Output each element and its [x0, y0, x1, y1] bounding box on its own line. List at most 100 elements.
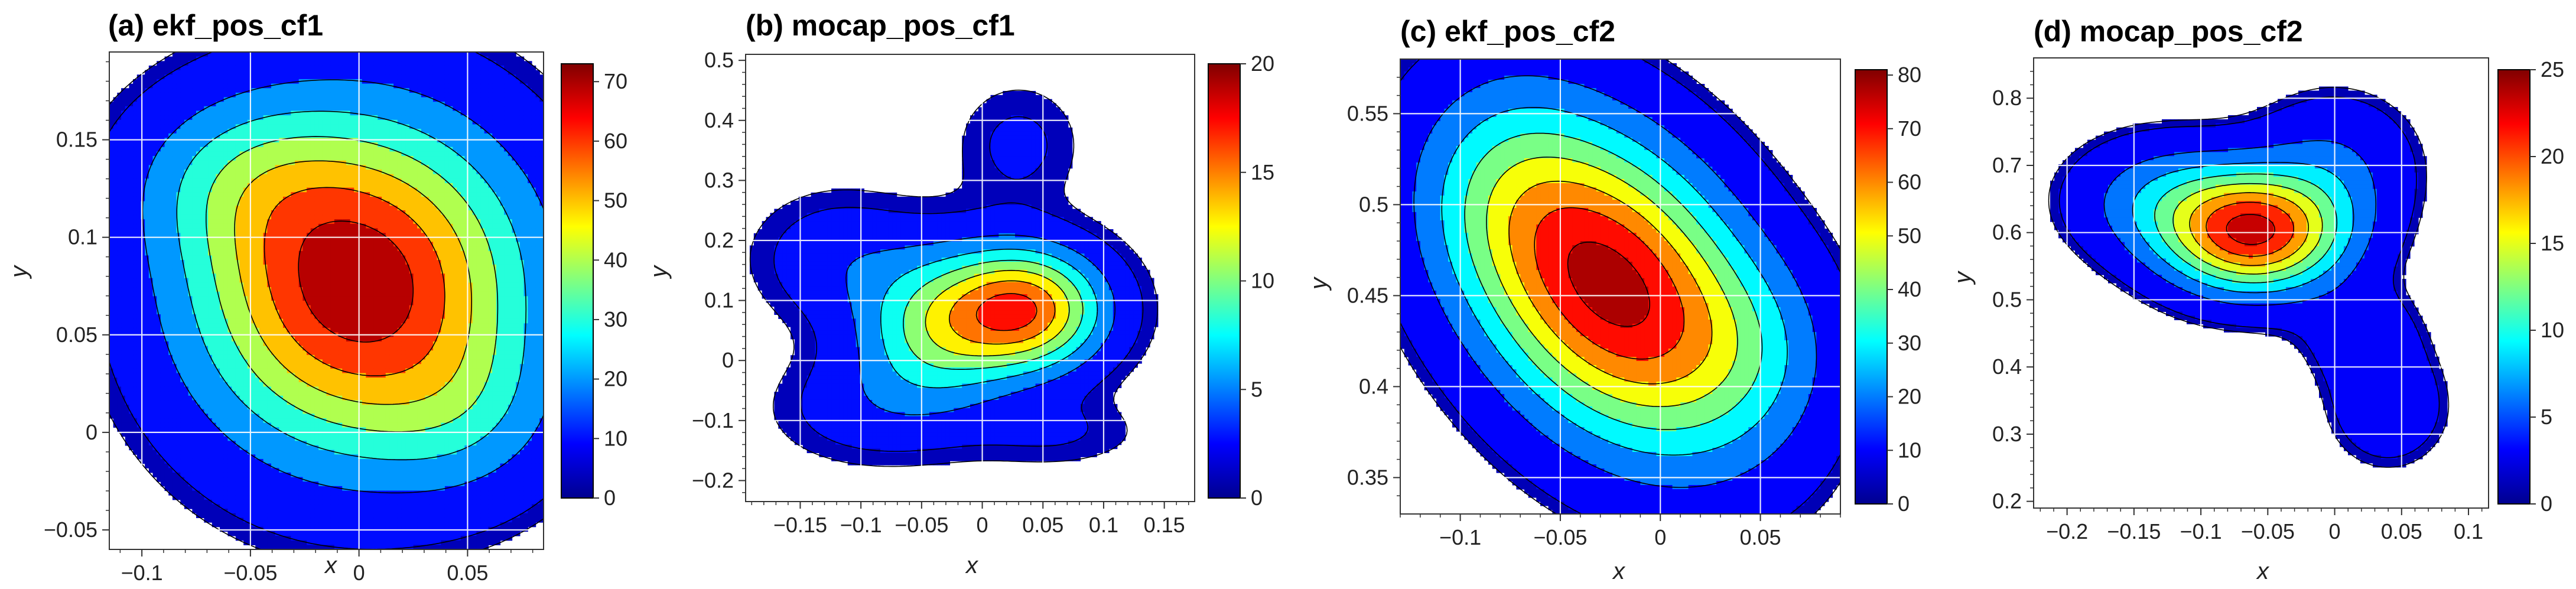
x-tick-label: −0.05	[223, 561, 277, 585]
y-tick-label: −0.1	[692, 408, 734, 432]
colorbar-tick-label: 60	[1898, 170, 1921, 194]
colorbar-tick-label: 20	[604, 367, 627, 391]
colorbar-tick-label: 50	[604, 188, 627, 213]
y-tick-label: 0.2	[704, 228, 734, 252]
contour-fill	[109, 52, 544, 550]
colorbar-tick-label: 15	[1251, 160, 1274, 184]
x-tick-label: 0.05	[1740, 525, 1781, 549]
panel-title: (a) ekf_pos_cf1	[108, 9, 323, 42]
colorbar-tick-label: 80	[1898, 63, 1921, 87]
x-axis-label: x	[324, 552, 338, 578]
y-tick-label: 0.1	[68, 225, 97, 249]
x-tick-label: 0	[353, 561, 365, 585]
colorbar-tick-label: 20	[1251, 51, 1274, 76]
colorbar-tick-label: 5	[2541, 405, 2552, 429]
x-tick-label: 0.05	[447, 561, 488, 585]
colorbar-tick-label: 10	[1251, 269, 1274, 293]
x-tick-label: −0.15	[2107, 519, 2161, 544]
colorbar: 0 5 10 15 20 25	[2498, 57, 2564, 516]
x-tick-label: 0.1	[1089, 513, 1118, 537]
figure: (a) ekf_pos_cf1 −0.1 −0.05 0 0.05 −0.05 0 0.05…	[0, 0, 2576, 589]
panel-title: (c) ekf_pos_cf2	[1400, 15, 1615, 48]
y-axis-label: y	[1950, 270, 1976, 285]
x-tick-label: −0.2	[2046, 519, 2088, 544]
colorbar-tick-label: 0	[2541, 492, 2552, 516]
y-tick-label: 0.4	[1359, 374, 1388, 398]
plot-area: −0.15 −0.1 −0.05 0 0.05 0.1 0.15 −0.2 −0.1 0 0.1 0.…	[692, 48, 1274, 537]
colorbar-tick-label: 25	[2541, 57, 2564, 82]
panel-a: (a) ekf_pos_cf1 −0.1 −0.05 0 0.05 −0.05 0 0.05…	[6, 9, 627, 585]
y-tick-label: 0.1	[704, 288, 734, 313]
y-tick-label: 0.8	[1992, 86, 2022, 110]
y-tick-label: −0.2	[692, 468, 734, 492]
y-axis-label: y	[6, 264, 32, 279]
x-axis-label: x	[965, 552, 979, 578]
plot-area: −0.1 −0.05 0 0.050.350.40.450.50.5501020304…	[1347, 59, 1921, 549]
colorbar-gradient	[1855, 70, 1887, 504]
x-tick-label: 0.05	[1022, 513, 1063, 537]
x-tick-label: 0.05	[2381, 519, 2422, 544]
x-axis-label: x	[1612, 558, 1626, 584]
y-tick-label: 0.05	[56, 323, 97, 347]
y-tick-label: 0.7	[1992, 153, 2022, 177]
colorbar-tick-label: 50	[1898, 223, 1921, 248]
y-tick-label: 0.6	[1992, 220, 2022, 245]
colorbar-tick-label: 30	[604, 307, 627, 331]
colorbar-tick-label: 15	[2541, 231, 2564, 255]
y-tick-label: 0.3	[704, 168, 734, 192]
x-tick-label: −0.1	[840, 513, 882, 537]
colorbar-tick-label: 40	[604, 248, 627, 272]
colorbar: 0 10 20 30 40 50 60 70	[561, 64, 627, 510]
colorbar-tick-label: 20	[1898, 385, 1921, 409]
x-tick-label: 0.1	[2454, 519, 2483, 544]
y-tick-label: 0.2	[1992, 489, 2022, 513]
colorbar-tick-label: 70	[1898, 116, 1921, 141]
colorbar-tick-label: 40	[1898, 277, 1921, 301]
y-tick-label: 0	[722, 348, 734, 372]
colorbar-tick-label: 70	[604, 69, 627, 93]
x-tick-label: 0.15	[1144, 513, 1185, 537]
panel-c: (c) ekf_pos_cf2 −0.1 −0.05 0 0.050.350.40.4…	[1306, 15, 1921, 584]
x-tick-label: −0.05	[2241, 519, 2295, 544]
plot-area: −0.2 −0.15 −0.1 −0.05 0 0.05 0.1 0.2 0.3 0.4 0.5 0.…	[1992, 57, 2564, 544]
y-tick-label: 0.15	[56, 128, 97, 152]
x-tick-label: −0.1	[2180, 519, 2222, 544]
x-tick-label: −0.15	[773, 513, 827, 537]
colorbar-tick-label: 20	[2541, 144, 2564, 168]
panel-title: (b) mocap_pos_cf1	[746, 9, 1015, 42]
colorbar-gradient	[561, 64, 593, 498]
plot-area: −0.1 −0.05 0 0.05 −0.05 0 0.05 0.1 0.15 0 10 20 30 40…	[44, 52, 627, 585]
y-tick-label: 0.45	[1347, 283, 1388, 307]
y-axis-label: y	[1306, 276, 1332, 291]
y-tick-label: −0.05	[44, 518, 97, 542]
y-tick-label: 0.3	[1992, 422, 2022, 446]
y-tick-label: 0.4	[1992, 354, 2022, 379]
colorbar-tick-label: 10	[1898, 438, 1921, 462]
y-tick-label: 0.5	[1992, 287, 2022, 311]
y-tick-label: 0.5	[1359, 192, 1388, 216]
y-tick-label: 0	[86, 420, 97, 444]
colorbar-tick-label: 0	[604, 486, 616, 510]
colorbar-tick-label: 60	[604, 129, 627, 153]
panel-title: (d) mocap_pos_cf2	[2034, 15, 2303, 48]
colorbar-tick-label: 0	[1251, 486, 1263, 510]
x-axis-label: x	[2256, 558, 2270, 584]
y-tick-label: 0.4	[704, 108, 734, 132]
colorbar-tick-label: 30	[1898, 331, 1921, 355]
x-tick-label: 0	[977, 513, 988, 537]
colorbar-tick-label: 0	[1898, 492, 1910, 516]
y-axis-label: y	[646, 264, 672, 279]
y-tick-label: 0.55	[1347, 101, 1388, 125]
x-tick-label: −0.1	[121, 561, 163, 585]
x-tick-label: 0	[1654, 525, 1666, 549]
colorbar: 0 10 20 30 40 50 60 70 80	[1855, 63, 1921, 516]
x-tick-label: −0.05	[895, 513, 948, 537]
panel-b: (b) mocap_pos_cf1 −0.15 −0.1 −0.05 0 0.05 0.1…	[646, 9, 1274, 578]
colorbar-tick-label: 10	[604, 426, 627, 450]
colorbar-gradient	[1208, 64, 1240, 498]
colorbar-gradient	[2498, 70, 2530, 504]
x-tick-label: −0.05	[1533, 525, 1587, 549]
colorbar-tick-label: 10	[2541, 318, 2564, 342]
panel-d: (d) mocap_pos_cf2 −0.2 −0.15 −0.1 −0.05 0 0.0…	[1950, 15, 2564, 584]
